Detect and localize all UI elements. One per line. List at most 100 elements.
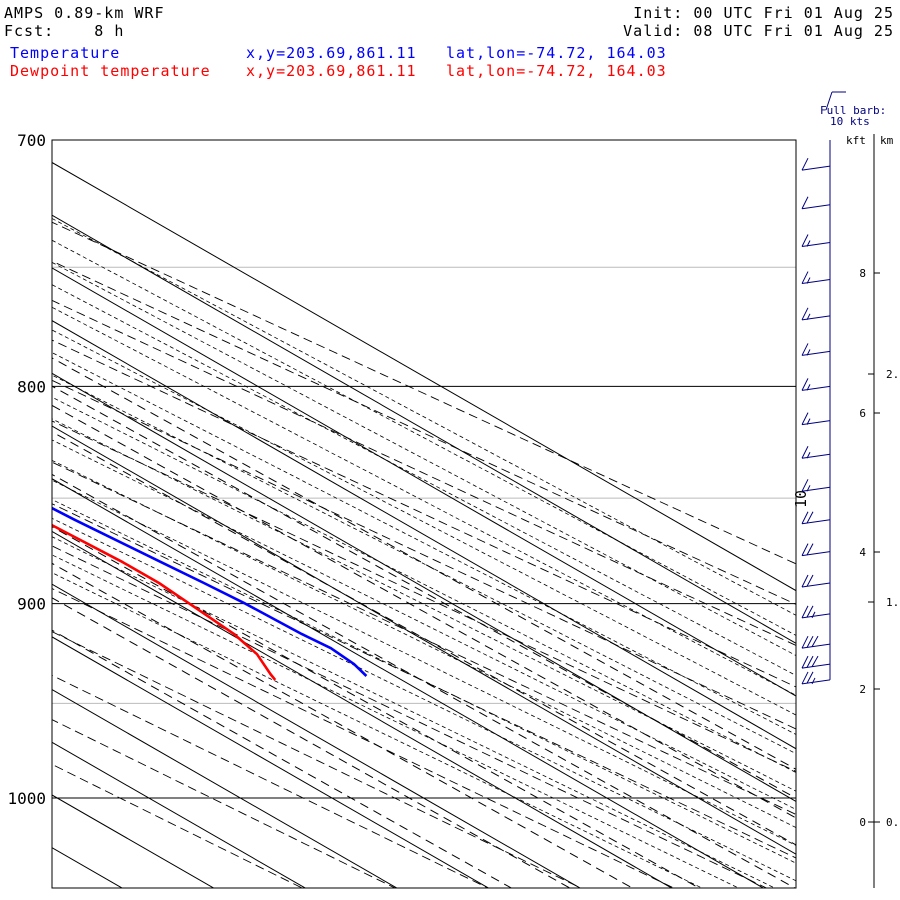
kft-tick-label: 0 [859,816,866,829]
series-temperature [52,506,368,677]
wind-barb-full [801,574,809,588]
wind-barb-full [801,671,809,685]
legend-temperature-latlon: lat,lon=-74.72, 164.03 [446,44,667,62]
wind-barb [801,196,831,210]
wind-barb-half [806,349,811,356]
dry-adiabat [52,674,489,888]
wind-barb-full [801,479,809,492]
height-axis: kft km 8 6 4 2 0 2. 1. 0. [846,134,899,888]
wind-barb [801,671,831,685]
isotherm-line [52,741,307,888]
kft-tick-label: 2 [859,683,866,696]
isotherm-line [52,636,490,888]
wind-barb-full [801,378,809,391]
wind-barb-full [801,412,809,425]
barb-key-line1: Full barb: [820,104,886,117]
wind-barb-staff [801,643,831,649]
isotherm-line [52,689,398,888]
chart-series [52,506,368,681]
mixing-ratio-line [52,431,796,846]
wind-barb [801,157,831,171]
legend-dewpoint-latlon: lat,lon=-74.72, 164.03 [446,62,667,80]
wind-barb-staff [801,420,831,426]
wind-barb [801,605,831,619]
chart-labels: -70-60-50-40-30-20-100220230240250260270… [7,131,810,808]
wind-barb-half [806,452,811,459]
wind-barb-staff [801,613,831,619]
moist-adiabat [52,374,796,755]
moist-adiabat-label: 10 [792,490,810,508]
wind-barb-full [801,271,809,284]
wind-barb-staff [801,242,831,248]
barb-key-line2: 10 kts [830,115,870,128]
legend-temperature-name: Temperature [10,44,121,62]
km-tick-label: 1. [886,596,899,609]
moist-adiabat [52,218,796,616]
wind-barb-half [806,418,811,425]
wind-barb [801,307,831,321]
moist-adiabat [52,554,740,888]
wind-barb-half [811,677,816,685]
moist-adiabat [52,536,776,888]
dry-adiabat [52,299,796,646]
kft-label: kft [846,134,866,147]
wind-barb [801,543,831,557]
mixing-ratio-line [52,526,701,888]
wind-barb [801,574,831,588]
wind-barb-full [806,635,814,648]
moist-adiabat [52,306,796,696]
wind-barb [801,412,831,426]
series-dewpoint-temperature [52,523,277,681]
km-tick-label: 0. [886,816,899,829]
barb-key-staff [825,91,833,111]
wind-barb-full [806,655,814,668]
chart-grid [52,140,796,888]
isotherm-line [52,320,796,750]
wind-barb-full [801,605,809,619]
wind-barb-staff [801,315,831,321]
wind-barb-full [801,307,809,321]
pressure-label: 700 [17,131,46,150]
isotherm-line [52,530,673,888]
wind-barb-full [811,635,819,648]
moist-adiabat [52,572,703,888]
wind-barb [801,446,831,459]
isotherm-line [52,478,765,888]
wind-barb-staff [801,165,831,171]
moist-adiabat [52,418,796,792]
km-label: km [880,134,894,147]
wind-barb-full [806,671,814,684]
moist-adiabat [52,459,796,828]
wind-barb-full [801,157,809,171]
wind-barb-full [811,655,819,667]
isotherm-line [52,583,582,888]
pressure-label: 900 [17,595,46,614]
dry-adiabat [52,545,768,888]
wind-barb-full [806,574,814,587]
moist-adiabat [52,499,796,864]
legend-temperature-xy: x,y=203.69,861.11 [246,44,417,62]
wind-barb-staff [801,385,831,391]
plot-frame [51,139,797,889]
wind-barb-half [806,240,811,247]
kft-tick-label: 6 [859,407,866,420]
dry-adiabat [52,588,675,888]
wind-barbs [801,140,831,685]
wind-barb-staff [801,663,831,669]
wind-barb-half [806,384,811,391]
dry-adiabat [52,461,796,815]
wind-barb-staff [801,551,831,557]
wind-barb-full [801,446,809,459]
wind-barb-full [801,196,809,209]
wind-barb [801,234,831,248]
mixing-ratio-line [52,562,634,888]
km-tick-label: 2. [886,368,899,381]
pressure-label: 800 [17,377,46,396]
isotherm-line [52,372,796,803]
wind-barb-staff [801,582,831,588]
wind-barb-staff [801,350,831,356]
wind-barb-full [806,511,814,524]
wind-barb-full [801,655,809,669]
wind-barb [801,635,831,649]
